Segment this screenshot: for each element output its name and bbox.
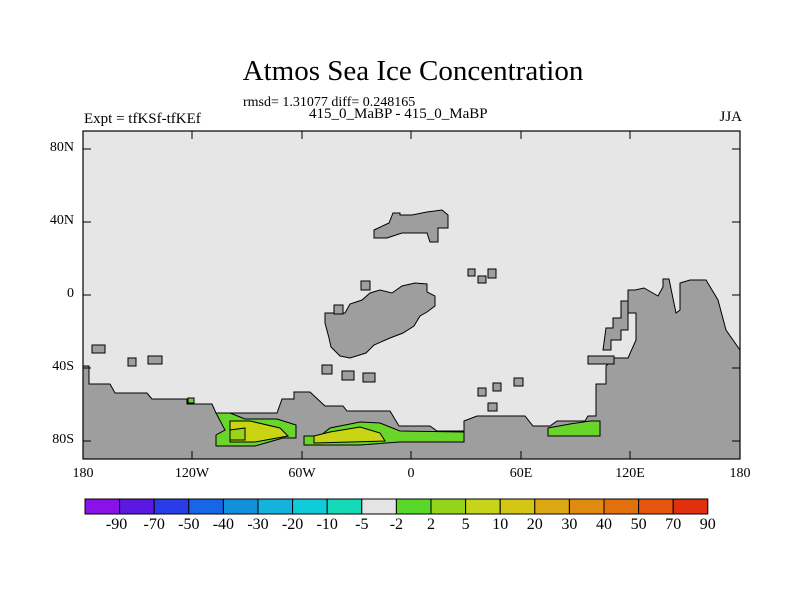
x-tick-label: 0 — [407, 466, 415, 481]
colorbar-swatch — [534, 498, 570, 515]
small-island-j — [492, 382, 502, 392]
patch-pos5-small — [187, 397, 195, 404]
colorbar-swatch — [119, 498, 155, 515]
colorbar-swatch — [292, 498, 328, 515]
small-island-f — [467, 268, 476, 277]
pacific-island-2 — [127, 357, 137, 367]
x-tick-label: 120W — [174, 466, 210, 481]
colorbar-label: 2 — [427, 516, 435, 533]
pacific-island-3 — [147, 355, 163, 365]
small-island-i — [477, 387, 487, 397]
colorbar-label: -40 — [212, 516, 235, 533]
eastern-island-small — [587, 355, 615, 365]
central-landmass — [324, 282, 436, 359]
colorbar-swatch — [603, 498, 640, 515]
stats-subtitle: rmsd= 1.31077 diff= 0.248165 — [243, 95, 416, 110]
small-island-g — [477, 275, 487, 284]
colorbar — [84, 498, 709, 515]
colorbar-label: 70 — [665, 516, 682, 533]
small-island-l — [487, 402, 498, 412]
colorbar-swatch — [326, 498, 363, 515]
colorbar-label: 40 — [596, 516, 612, 533]
x-tick-label: 180 — [729, 466, 751, 481]
colorbar-swatch — [568, 498, 605, 515]
case-subtitle: 415_0_MaBP - 415_0_MaBP — [309, 106, 488, 122]
small-island-b — [360, 280, 371, 291]
northern-landmass — [373, 209, 449, 243]
colorbar-label: 10 — [492, 516, 509, 533]
antarctica-land — [82, 278, 741, 460]
colorbar-swatch — [430, 498, 467, 515]
colorbar-swatch — [638, 498, 674, 515]
colorbar-label: -30 — [247, 516, 269, 533]
y-tick-label: 40S — [52, 359, 74, 374]
axis-ticks — [82, 131, 741, 459]
colorbar-swatch — [153, 498, 190, 515]
x-tick-label: 60E — [509, 466, 533, 481]
colorbar-label: -70 — [143, 516, 165, 533]
patch-pos10-west — [229, 427, 246, 441]
x-tick-label: 180 — [72, 466, 94, 481]
season-label: JJA — [719, 109, 742, 125]
small-island-a — [333, 304, 344, 315]
colorbar-swatch — [672, 498, 709, 515]
small-island-h — [487, 268, 497, 279]
small-island-c — [321, 364, 333, 375]
land-masses — [82, 209, 741, 460]
colorbar-swatch — [257, 498, 294, 515]
colorbar-label: -90 — [105, 516, 128, 533]
small-island-e — [362, 372, 376, 383]
x-tick-label: 60W — [288, 466, 316, 481]
x-tick-label: 120E — [615, 466, 645, 481]
colorbar-swatch — [361, 498, 397, 515]
colorbar-swatch — [188, 498, 224, 515]
colorbar-label: -2 — [389, 516, 404, 533]
y-tick-label: 0 — [67, 286, 74, 301]
colorbar-label: -20 — [281, 516, 304, 533]
y-tick-label: 40N — [49, 213, 74, 228]
colorbar-swatch — [84, 498, 121, 515]
colorbar-label: 5 — [461, 516, 470, 533]
pacific-island-1 — [91, 344, 106, 354]
colorbar-label: 50 — [630, 516, 647, 533]
patch-pos20-central — [313, 426, 386, 444]
colorbar-swatch — [222, 498, 259, 515]
colorbar-label: 90 — [699, 516, 716, 533]
colorbar-label: -10 — [316, 516, 338, 533]
experiment-label: Expt = tfKSf-tfKEf — [84, 111, 201, 127]
colorbar-label: -5 — [355, 516, 369, 533]
colorbar-swatch — [395, 498, 432, 515]
difference-patches — [187, 397, 601, 447]
colorbar-label: -50 — [178, 516, 200, 533]
y-tick-label: 80N — [49, 140, 74, 155]
colorbar-label: 20 — [526, 516, 543, 533]
small-island-k — [513, 377, 524, 387]
colorbar-swatch — [465, 498, 501, 515]
small-island-d — [341, 370, 355, 381]
y-tick-label: 80S — [52, 432, 74, 447]
colorbar-label: 30 — [561, 516, 578, 533]
colorbar-swatch — [499, 498, 536, 515]
eastern-island-chain — [602, 300, 629, 351]
patch-pos5-east — [547, 420, 601, 437]
plot-title: Atmos Sea Ice Concentration — [242, 55, 584, 87]
